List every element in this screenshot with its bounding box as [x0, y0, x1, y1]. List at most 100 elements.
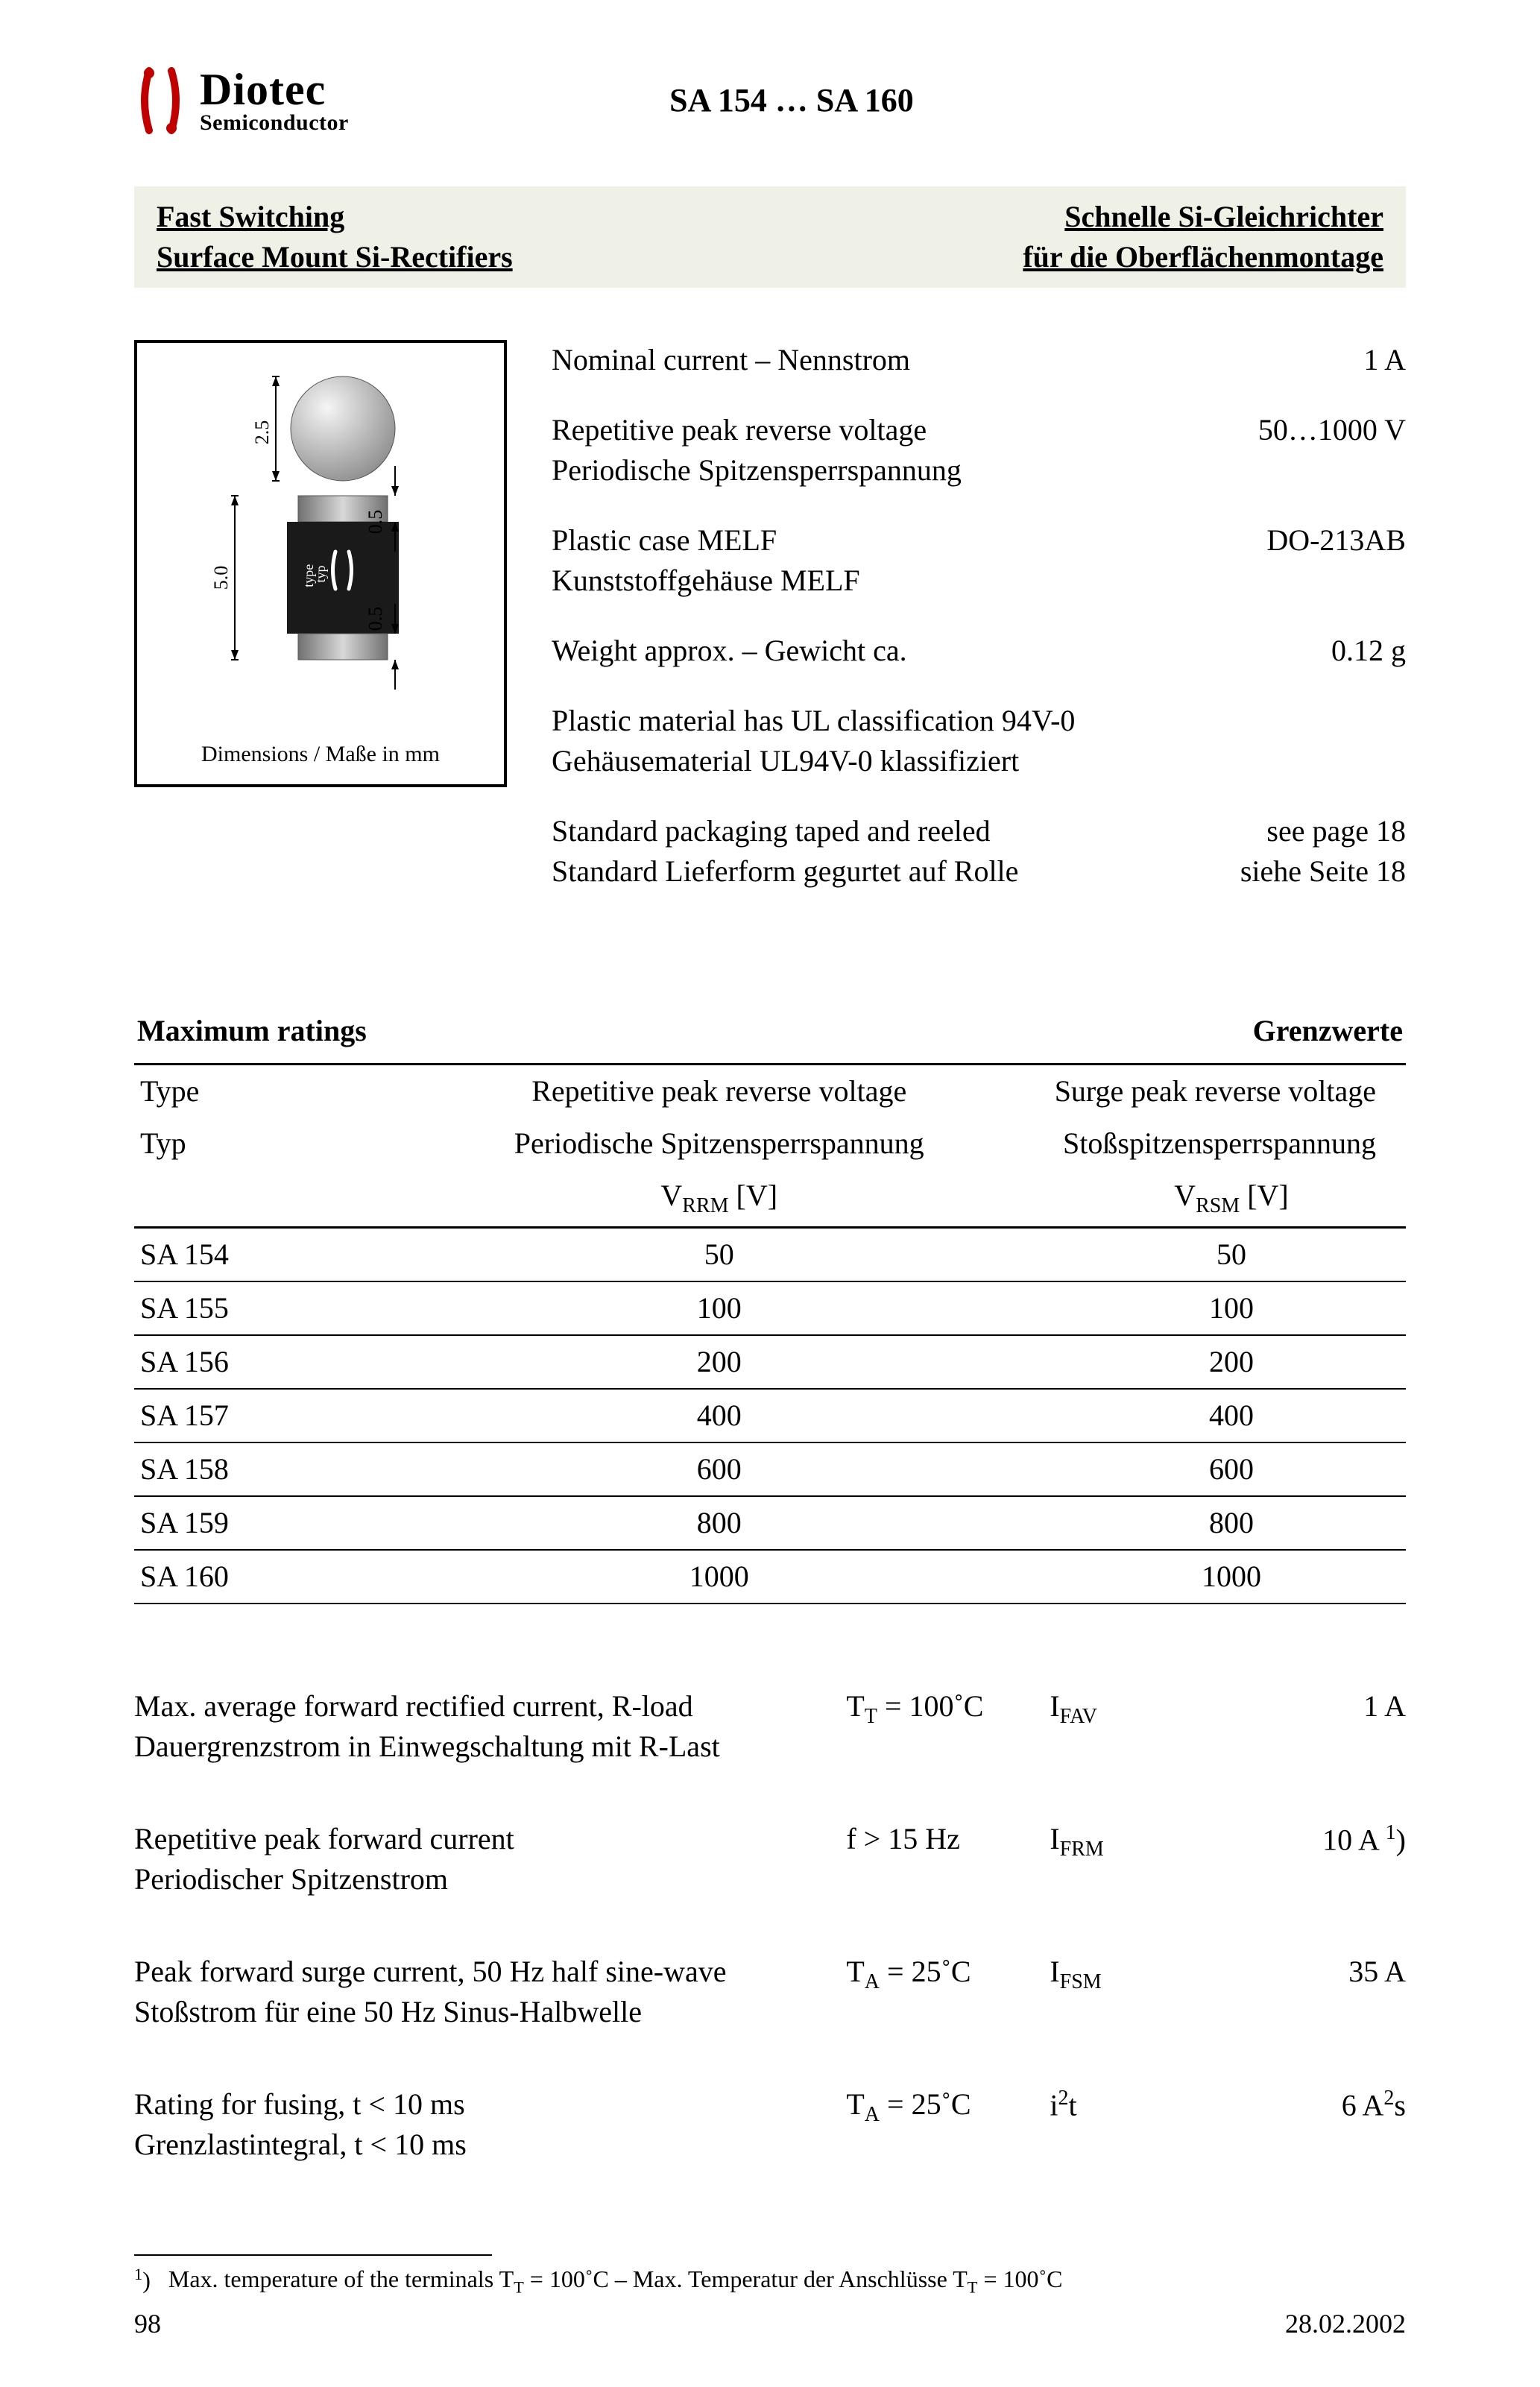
param-cond: TA = 25˚C — [846, 2084, 1050, 2129]
ratings-h2-sym: VRRM [V] — [465, 1170, 973, 1227]
param-sym: i2t — [1050, 2084, 1202, 2125]
table-row: SA 157400400 — [134, 1389, 1406, 1442]
package-diagram-svg: type typ 2.5 5.0 0. — [157, 365, 485, 723]
spec-label-de: Kunststoffgehäuse MELF — [552, 561, 1237, 601]
brand-logo: Diotec Semiconductor — [134, 67, 349, 134]
spec-label-en: Plastic case MELF — [552, 520, 1237, 561]
svg-text:0.5: 0.5 — [365, 607, 386, 631]
spec-value: DO-213AB — [1266, 520, 1406, 561]
type-cell: SA 156 — [134, 1335, 465, 1389]
brand-subtitle: Semiconductor — [200, 112, 349, 134]
param-val: 10 A 1) — [1202, 1819, 1406, 1860]
footnote-marker: 1) — [134, 2263, 151, 2299]
package-diagram: type typ 2.5 5.0 0. — [134, 340, 507, 787]
type-cell: SA 157 — [134, 1389, 465, 1442]
ratings-title-left: Maximum ratings — [137, 1011, 367, 1051]
ratings-h3-en: Surge peak reverse voltage — [973, 1065, 1406, 1118]
footnote-text: Max. temperature of the terminals TT = 1… — [168, 2263, 1063, 2299]
vrrm-cell: 50 — [465, 1227, 973, 1281]
brand-name: Diotec — [200, 67, 349, 112]
spec-row: Nominal current – Nennstrom 1 A — [552, 340, 1406, 380]
svg-text:0.5: 0.5 — [365, 510, 386, 535]
type-cell: SA 158 — [134, 1442, 465, 1496]
spec-list: Nominal current – Nennstrom 1 A Repetitive… — [552, 340, 1406, 892]
page-date: 28.02.2002 — [1285, 2306, 1406, 2342]
param-desc: Rating for fusing, t < 10 msGrenzlastint… — [134, 2084, 846, 2165]
param-sym: IFSM — [1050, 1952, 1202, 1996]
brand-logo-mark — [134, 67, 186, 134]
vrsm-cell: 600 — [973, 1442, 1406, 1496]
spec-row: Repetitive peak reverse voltagePeriodisc… — [552, 410, 1406, 491]
spec-label-en: Nominal current – Nennstrom — [552, 340, 1334, 380]
param-row: Rating for fusing, t < 10 msGrenzlastint… — [134, 2084, 1406, 2165]
type-cell: SA 155 — [134, 1281, 465, 1335]
table-row: SA 159800800 — [134, 1496, 1406, 1550]
param-desc: Repetitive peak forward currentPeriodisc… — [134, 1819, 846, 1899]
vrsm-cell: 200 — [973, 1335, 1406, 1389]
type-cell: SA 159 — [134, 1496, 465, 1550]
spec-label-en: Weight approx. – Gewicht ca. — [552, 631, 1301, 671]
vrrm-cell: 100 — [465, 1281, 973, 1335]
vrrm-cell: 600 — [465, 1442, 973, 1496]
type-cell: SA 154 — [134, 1227, 465, 1281]
diagram-caption: Dimensions / Maße in mm — [201, 740, 440, 770]
type-cell: SA 160 — [134, 1550, 465, 1604]
ratings-heading: Maximum ratings Grenzwerte — [134, 1011, 1406, 1051]
ratings-h2-en: Repetitive peak reverse voltage — [465, 1065, 973, 1118]
param-cond: f > 15 Hz — [846, 1819, 1050, 1859]
param-row: Repetitive peak forward currentPeriodisc… — [134, 1819, 1406, 1899]
vrrm-cell: 800 — [465, 1496, 973, 1550]
page-header: Diotec Semiconductor SA 154 … SA 160 — [134, 67, 1406, 134]
spec-label-de: Standard Lieferform gegurtet auf Rolle — [552, 851, 1211, 892]
ratings-h3-de: Stoßspitzensperrspannung — [973, 1117, 1406, 1170]
param-desc: Peak forward surge current, 50 Hz half s… — [134, 1952, 846, 2032]
table-row: SA 156200200 — [134, 1335, 1406, 1389]
spec-row: Standard packaging taped and reeledStand… — [552, 811, 1406, 892]
vrrm-cell: 200 — [465, 1335, 973, 1389]
svg-text:5.0: 5.0 — [210, 566, 232, 590]
spec-row: Plastic material has UL classification 9… — [552, 701, 1406, 781]
svg-text:2.5: 2.5 — [251, 420, 273, 445]
param-row: Peak forward surge current, 50 Hz half s… — [134, 1952, 1406, 2032]
ratings-h1-de: Typ — [134, 1117, 465, 1170]
spec-value: see page 18siehe Seite 18 — [1240, 811, 1406, 892]
vrsm-cell: 800 — [973, 1496, 1406, 1550]
footnote-rule — [134, 2254, 492, 2256]
intro-row: type typ 2.5 5.0 0. — [134, 340, 1406, 892]
spec-label-de: Periodische Spitzensperrspannung — [552, 450, 1228, 491]
ratings-tbody: SA 1545050SA 155100100SA 156200200SA 157… — [134, 1227, 1406, 1604]
spec-value: 1 A — [1363, 340, 1406, 380]
ratings-h2-de: Periodische Spitzensperrspannung — [465, 1117, 973, 1170]
table-row: SA 155100100 — [134, 1281, 1406, 1335]
vrsm-cell: 50 — [973, 1227, 1406, 1281]
ratings-title-right: Grenzwerte — [1253, 1011, 1403, 1051]
document-title: SA 154 … SA 160 — [371, 78, 1406, 122]
spec-label-en: Standard packaging taped and reeled — [552, 811, 1211, 851]
spec-row: Plastic case MELFKunststoffgehäuse MELF D… — [552, 520, 1406, 601]
spec-label-en: Plastic material has UL classification 9… — [552, 701, 1376, 741]
spec-value: 0.12 g — [1331, 631, 1406, 671]
param-val: 6 A2s — [1202, 2084, 1406, 2125]
table-row: SA 158600600 — [134, 1442, 1406, 1496]
title-bar: Fast Switching Surface Mount Si-Rectifie… — [134, 186, 1406, 288]
param-block: Max. average forward rectified current, … — [134, 1686, 1406, 2165]
ratings-h3-sym: VRSM [V] — [973, 1170, 1406, 1227]
param-val: 35 A — [1202, 1952, 1406, 1992]
param-sym: IFAV — [1050, 1686, 1202, 1731]
table-row: SA 1545050 — [134, 1227, 1406, 1281]
param-row: Max. average forward rectified current, … — [134, 1686, 1406, 1767]
param-desc: Max. average forward rectified current, … — [134, 1686, 846, 1767]
title-left-1: Fast Switching — [157, 197, 513, 237]
table-row: SA 16010001000 — [134, 1550, 1406, 1604]
vrsm-cell: 1000 — [973, 1550, 1406, 1604]
param-cond: TT = 100˚C — [846, 1686, 1050, 1731]
ratings-table: Type Repetitive peak reverse voltage Sur… — [134, 1063, 1406, 1604]
vrrm-cell: 400 — [465, 1389, 973, 1442]
spec-label-en: Repetitive peak reverse voltage — [552, 410, 1228, 450]
page-number: 98 — [134, 2306, 161, 2342]
spec-value: 50…1000 V — [1258, 410, 1406, 450]
footnote-area: 1) Max. temperature of the terminals TT … — [134, 2254, 1406, 2342]
title-right-2: für die Oberflächenmontage — [1023, 237, 1383, 277]
spec-row: Weight approx. – Gewicht ca. 0.12 g — [552, 631, 1406, 671]
param-val: 1 A — [1202, 1686, 1406, 1727]
